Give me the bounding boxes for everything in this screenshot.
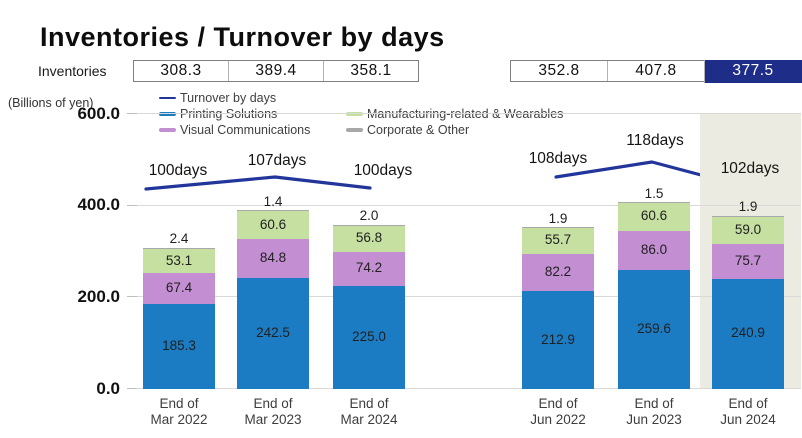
legend-label: Corporate & Other: [367, 123, 470, 137]
y-tick-label: 600.0: [77, 103, 120, 123]
y-tick-label: 0.0: [96, 378, 120, 398]
legend-color-swatch: [346, 127, 363, 133]
axis-tick: [127, 388, 137, 389]
bar-column: 225.0 74.2 56.8: [333, 0, 405, 389]
bar-segment: [143, 304, 215, 389]
bar-segment: [618, 201, 690, 203]
axis-unit-label: (Billions of yen): [8, 96, 94, 110]
legend-item: Visual Communications: [156, 122, 314, 138]
inventories-cell: 352.8: [538, 62, 580, 79]
segment-value-label: 212.9: [541, 331, 575, 347]
bar-column: 259.6 86.0 60.6: [618, 0, 690, 389]
bar-segment: [522, 253, 594, 292]
category-label: End of Mar 2022: [150, 396, 208, 427]
inventories-table-left: 308.3 389.4 358.1: [133, 60, 419, 82]
segment-value-label: 67.4: [165, 280, 193, 296]
bar-column: 242.5 84.8 60.6: [237, 0, 309, 389]
inventories-cell: 308.3: [160, 62, 202, 79]
bar-top-value-label: 2.4: [169, 231, 189, 247]
segment-value-label: 259.6: [637, 321, 671, 336]
bar-segment: [618, 270, 690, 389]
category-label: End of Mar 2024: [340, 396, 398, 427]
bar-top-value-label: 1.9: [548, 210, 568, 226]
bar-segment: [143, 273, 215, 305]
inventories-cell: 389.4: [228, 61, 323, 81]
segment-value-label: 75.7: [734, 252, 762, 268]
bar-column: 212.9 82.2 55.7: [522, 0, 594, 389]
legend-label: Turnover by days: [180, 91, 277, 105]
bar-segment: [237, 211, 309, 239]
category-label: End of Jun 2023: [626, 396, 682, 427]
bar-segment: [712, 278, 784, 389]
bar-segment: [712, 243, 784, 279]
inventories-cell: 358.1: [323, 61, 418, 81]
segment-value-label: 240.9: [731, 325, 765, 341]
category-label: End of Jun 2022: [530, 396, 586, 427]
legend-color-swatch: [159, 127, 176, 133]
inventories-cell: 377.5: [704, 59, 802, 83]
bar-column: 240.9 75.7 59.0: [712, 0, 784, 389]
category-label: End of Jun 2024: [720, 396, 776, 427]
day-label: 108days: [528, 150, 588, 167]
bar-segment: [333, 225, 405, 252]
legend-label: Visual Communications: [180, 123, 311, 137]
gridline: [133, 296, 801, 298]
legend-line-swatch: [159, 96, 176, 100]
y-tick-label: 400.0: [77, 195, 120, 215]
bar-top-value-label: 1.4: [263, 194, 283, 210]
bar-segment: [333, 224, 405, 226]
bar-segment: [237, 277, 309, 389]
inventories-label: Inventories: [38, 63, 107, 79]
bar-column: 185.3 67.4 53.1: [143, 0, 215, 389]
page-title: Inventories / Turnover by days: [40, 22, 445, 52]
bar-segment: [618, 202, 690, 231]
gridline: [133, 388, 801, 389]
legend-item: Turnover by days: [156, 90, 280, 106]
bar-segment: [522, 291, 594, 389]
bar-segment: [143, 248, 215, 274]
bar-segment: [522, 228, 594, 254]
segment-value-label: 60.6: [259, 216, 287, 232]
bar-top-value-label: 1.5: [644, 185, 664, 201]
axis-tick: [127, 113, 137, 115]
segment-value-label: 242.5: [256, 324, 290, 340]
day-label: 118days: [626, 132, 684, 149]
category-label: End of Mar 2023: [244, 396, 302, 427]
day-label: 107days: [247, 152, 307, 169]
segment-value-label: 60.6: [640, 208, 668, 224]
segment-value-label: 55.7: [544, 232, 572, 248]
bar-segment: [237, 239, 309, 278]
bar-segment: [522, 227, 594, 229]
bar-top-value-label: 1.9: [738, 199, 758, 215]
day-label: 100days: [148, 162, 208, 179]
bar-segment: [237, 210, 309, 212]
bar-top-value-label: 2.0: [359, 208, 379, 224]
segment-value-label: 56.8: [355, 230, 383, 246]
legend-item: Corporate & Other: [343, 122, 473, 138]
y-tick-label: 200.0: [77, 286, 120, 306]
segment-value-label: 82.2: [544, 264, 572, 280]
segment-value-label: 86.0: [640, 241, 668, 257]
segment-value-label: 53.1: [165, 252, 193, 268]
segment-value-label: 185.3: [162, 338, 196, 354]
segment-value-label: 225.0: [352, 328, 386, 344]
bar-segment: [618, 230, 690, 271]
segment-value-label: 59.0: [734, 221, 762, 237]
gridline: [133, 113, 801, 115]
axis-tick: [127, 204, 137, 206]
bar-segment: [712, 215, 784, 217]
bar-segment: [333, 251, 405, 286]
day-label: 100days: [353, 162, 413, 179]
segment-value-label: 84.8: [259, 249, 287, 265]
bar-segment: [143, 247, 215, 249]
axis-tick: [127, 296, 137, 298]
day-label: 102days: [720, 160, 780, 177]
segment-value-label: 74.2: [355, 260, 383, 276]
inventories-cell: 407.8: [607, 61, 704, 81]
bar-segment: [712, 216, 784, 244]
bar-segment: [333, 285, 405, 389]
gridline: [133, 204, 801, 206]
